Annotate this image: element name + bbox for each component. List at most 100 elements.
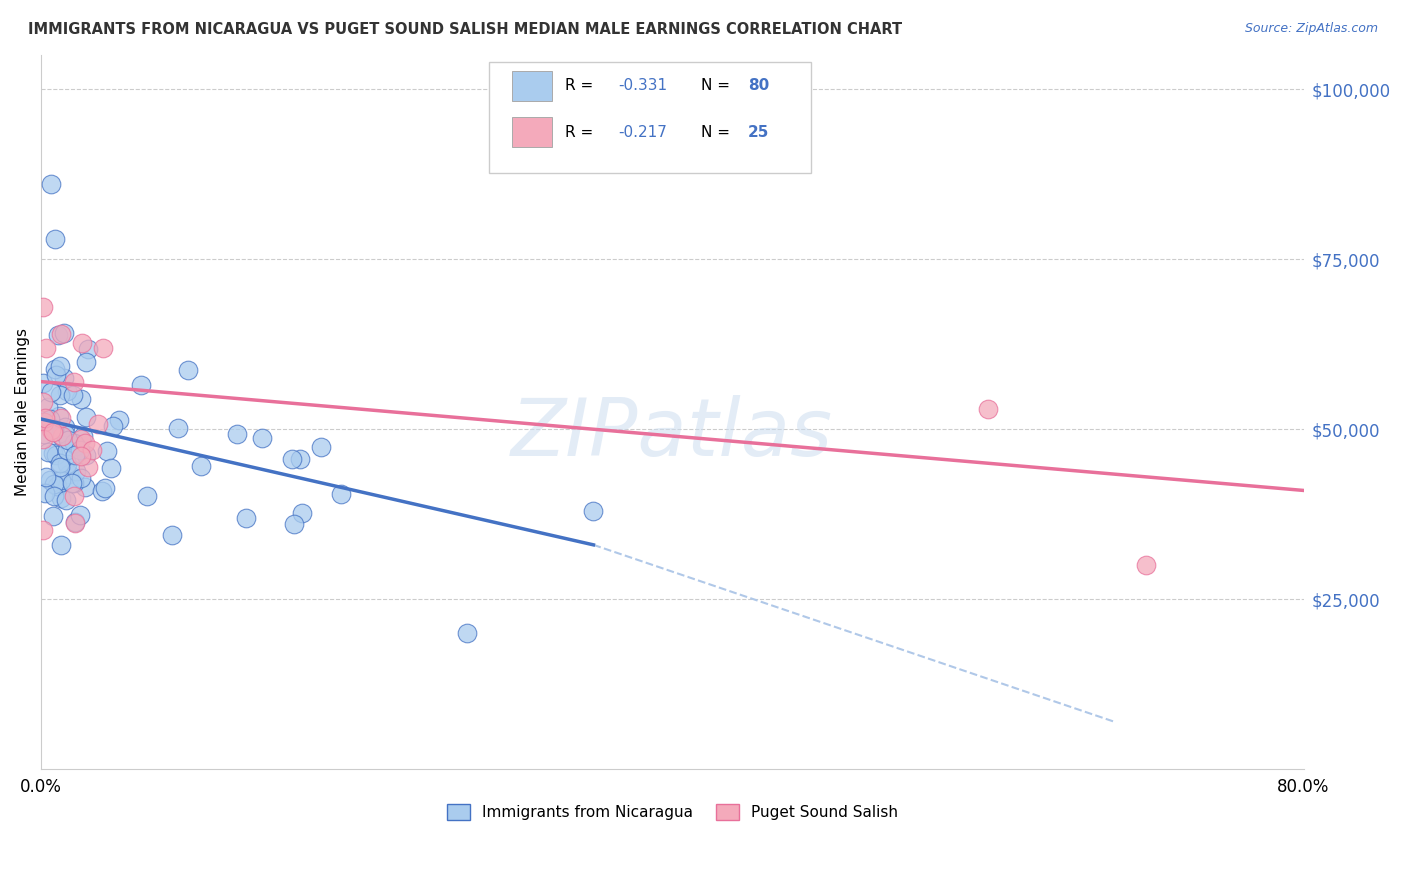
Point bbox=[309, 440, 332, 454]
Point bbox=[582, 504, 605, 518]
FancyBboxPatch shape bbox=[489, 62, 811, 173]
Point bbox=[87, 417, 110, 431]
Point bbox=[63, 515, 86, 529]
Point bbox=[52, 371, 75, 385]
Point bbox=[32, 376, 55, 391]
Point bbox=[44, 232, 66, 246]
Point bbox=[135, 489, 157, 503]
Point bbox=[32, 432, 55, 446]
Point bbox=[49, 473, 72, 487]
Point bbox=[75, 409, 97, 424]
Point bbox=[37, 401, 59, 415]
Text: 80: 80 bbox=[748, 78, 769, 94]
Point bbox=[291, 506, 314, 520]
Point bbox=[63, 489, 86, 503]
Point bbox=[63, 475, 86, 490]
Point bbox=[288, 452, 311, 467]
Point bbox=[53, 326, 76, 341]
Point bbox=[329, 487, 352, 501]
Point bbox=[65, 464, 87, 478]
Point bbox=[31, 300, 53, 314]
Point bbox=[42, 446, 65, 460]
Point bbox=[55, 442, 77, 457]
Point bbox=[63, 375, 86, 389]
Text: -0.331: -0.331 bbox=[619, 78, 668, 94]
Text: ZIPatlas: ZIPatlas bbox=[512, 394, 834, 473]
Point bbox=[42, 425, 65, 440]
Point bbox=[37, 445, 59, 459]
Text: -0.217: -0.217 bbox=[619, 125, 666, 140]
Point bbox=[70, 336, 93, 351]
Point bbox=[45, 368, 67, 382]
Point bbox=[49, 456, 72, 470]
Point bbox=[108, 413, 131, 427]
Point bbox=[39, 384, 62, 399]
Point bbox=[49, 427, 72, 442]
Text: R =: R = bbox=[565, 125, 598, 140]
Point bbox=[94, 481, 117, 495]
Point bbox=[39, 178, 62, 192]
Legend: Immigrants from Nicaragua, Puget Sound Salish: Immigrants from Nicaragua, Puget Sound S… bbox=[440, 797, 904, 826]
Point bbox=[42, 476, 65, 491]
FancyBboxPatch shape bbox=[512, 70, 553, 101]
Point bbox=[70, 432, 93, 446]
Point bbox=[75, 435, 97, 450]
Point bbox=[51, 428, 73, 442]
Point bbox=[91, 342, 114, 356]
Point bbox=[75, 355, 97, 369]
Point bbox=[129, 377, 152, 392]
Point bbox=[283, 517, 305, 532]
Point bbox=[235, 510, 257, 524]
Point bbox=[53, 420, 76, 434]
Point bbox=[56, 458, 79, 472]
Text: 25: 25 bbox=[748, 125, 769, 140]
Point bbox=[167, 421, 190, 435]
Point bbox=[69, 471, 91, 485]
Point bbox=[70, 392, 93, 406]
Point bbox=[96, 443, 118, 458]
Point bbox=[69, 450, 91, 464]
Point bbox=[250, 431, 273, 445]
Point bbox=[56, 384, 79, 399]
Point bbox=[63, 435, 86, 450]
Point bbox=[49, 359, 72, 374]
Point bbox=[42, 421, 65, 435]
Point bbox=[281, 451, 304, 466]
Point bbox=[69, 442, 91, 457]
Point bbox=[456, 626, 478, 640]
Point bbox=[58, 434, 80, 448]
Point bbox=[76, 342, 98, 356]
Point bbox=[39, 423, 62, 437]
Point bbox=[34, 415, 56, 429]
Point bbox=[49, 491, 72, 505]
Point bbox=[49, 538, 72, 552]
Point bbox=[60, 475, 83, 490]
Point bbox=[32, 523, 55, 537]
Point bbox=[190, 459, 212, 474]
Point bbox=[34, 410, 56, 425]
Point bbox=[80, 442, 103, 457]
Point bbox=[34, 485, 56, 500]
Point bbox=[48, 328, 70, 343]
Y-axis label: Median Male Earnings: Median Male Earnings bbox=[15, 328, 30, 496]
Point bbox=[100, 460, 122, 475]
Text: Source: ZipAtlas.com: Source: ZipAtlas.com bbox=[1244, 22, 1378, 36]
Point bbox=[55, 493, 77, 508]
Point bbox=[39, 473, 62, 487]
Point bbox=[44, 489, 66, 503]
Point bbox=[53, 427, 76, 442]
Point bbox=[162, 528, 184, 542]
Text: IMMIGRANTS FROM NICARAGUA VS PUGET SOUND SALISH MEDIAN MALE EARNINGS CORRELATION: IMMIGRANTS FROM NICARAGUA VS PUGET SOUND… bbox=[28, 22, 903, 37]
Point bbox=[58, 467, 80, 481]
Point bbox=[39, 412, 62, 426]
Text: N =: N = bbox=[702, 125, 735, 140]
Point bbox=[32, 394, 55, 409]
Point bbox=[103, 418, 125, 433]
Point bbox=[49, 327, 72, 342]
Point bbox=[1135, 558, 1157, 573]
Point bbox=[225, 426, 247, 441]
Text: N =: N = bbox=[702, 78, 735, 94]
Point bbox=[35, 341, 58, 355]
Point bbox=[34, 426, 56, 441]
Point bbox=[34, 470, 56, 484]
